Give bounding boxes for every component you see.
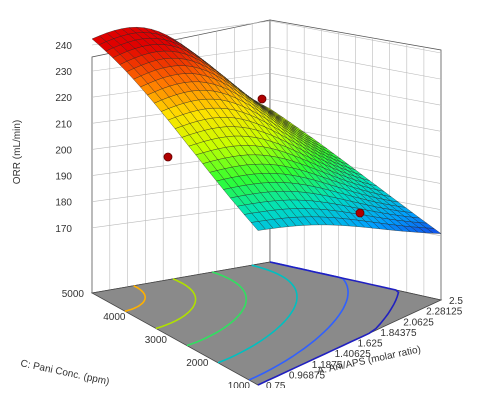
design-point xyxy=(355,208,365,218)
wall-gridline xyxy=(269,46,442,80)
z-tick-label: 2000 xyxy=(186,358,209,369)
x-tick-label: 1.625 xyxy=(358,339,383,350)
y-tick-label: 190 xyxy=(55,172,72,183)
wall-gridline xyxy=(269,20,442,54)
floor-contour xyxy=(124,285,147,312)
x-tick-label: 1.40625 xyxy=(335,349,372,360)
x-tick-label: 0.75 xyxy=(266,381,286,388)
floor-contour xyxy=(217,264,298,364)
surface-cell xyxy=(425,227,442,234)
floor-plane xyxy=(90,261,443,386)
y-tick-label: 200 xyxy=(55,145,72,156)
y-tick-label: 230 xyxy=(55,67,72,78)
design-point xyxy=(163,152,173,162)
x-tick-label: 1.84375 xyxy=(380,328,417,339)
x-tick-label: 1.1875 xyxy=(312,360,343,371)
z-tick-label: 1000 xyxy=(228,381,251,388)
y-tick-label: 180 xyxy=(55,198,72,209)
tick-labels: 170 180 190 200 210 220 230 240 0.750.968751.187… xyxy=(55,41,463,392)
y-tick-label: 220 xyxy=(55,93,72,104)
design-point xyxy=(257,94,267,104)
x-tick-label: 0.96875 xyxy=(289,370,326,381)
y-tick-label: 240 xyxy=(55,41,72,52)
x-tick-label: 2.0625 xyxy=(403,317,434,328)
x-tick-label: 2.5 xyxy=(449,296,463,307)
y-tick-label: 210 xyxy=(55,119,72,130)
floor-contour xyxy=(257,261,400,386)
design-points xyxy=(163,94,365,218)
z-axis-label: C: Pani Conc. (ppm) xyxy=(19,358,110,388)
z-tick-label: 5000 xyxy=(62,289,85,300)
y-tick-label: 170 xyxy=(55,224,72,235)
response-surface xyxy=(91,26,442,234)
wall-gridline xyxy=(269,99,442,132)
z-tick-label: 3000 xyxy=(145,335,168,346)
x-tick-label: 2.28125 xyxy=(426,307,463,318)
floor-contours xyxy=(90,261,443,386)
z-tick-label: 4000 xyxy=(103,312,126,323)
floor-contour xyxy=(186,271,248,347)
floor-contour xyxy=(155,278,197,330)
y-axis-label: ORR (mL/min) xyxy=(12,120,23,184)
wall-gridline xyxy=(269,72,442,106)
